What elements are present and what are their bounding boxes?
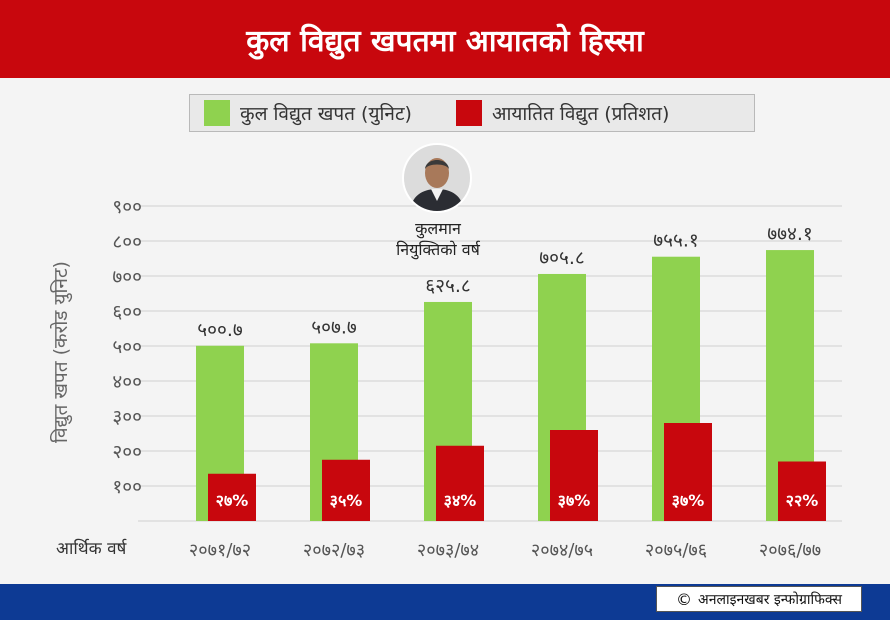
bar-import xyxy=(664,423,712,521)
y-tick-label: ३०० xyxy=(112,406,142,428)
y-axis-title: विद्युत खपत (करोड युनिट) xyxy=(49,261,73,443)
legend-label-consumption: कुल विद्युत खपत (युनिट) xyxy=(240,103,412,125)
bar-import xyxy=(550,430,598,521)
legend-item-consumption: कुल विद्युत खपत (युनिट) xyxy=(204,100,412,126)
bar-import xyxy=(322,459,370,521)
portrait-photo-icon xyxy=(402,143,472,213)
y-tick-label: ६०० xyxy=(112,301,142,323)
y-tick-label: ५०० xyxy=(112,336,142,358)
x-tick-label: २०७४/७५ xyxy=(531,540,593,561)
legend-item-import: आयातित विद्युत (प्रतिशत) xyxy=(455,100,670,126)
x-tick-label: २०७२/७३ xyxy=(303,540,365,561)
y-tick-label: २०० xyxy=(112,441,142,463)
legend-label-import: आयातित विद्युत (प्रतिशत) xyxy=(491,103,670,125)
annotation-line2: नियुक्तिको वर्ष xyxy=(396,240,480,259)
x-tick-label: २०७३/७४ xyxy=(417,540,479,561)
legend-swatch-red xyxy=(455,100,482,126)
data-label-consumption: ७५५.१ xyxy=(653,230,699,252)
data-label-consumption: ५०७.७ xyxy=(311,316,357,338)
bar-import xyxy=(436,445,484,521)
data-label-import: ३७% xyxy=(558,491,591,510)
data-label-consumption: ७७४.१ xyxy=(767,223,813,245)
y-tick-label: ४०० xyxy=(112,371,142,393)
data-label-import: ३७% xyxy=(672,491,705,510)
legend: कुल विद्युत खपत (युनिट) आयातित विद्युत (… xyxy=(189,94,755,132)
bar-import xyxy=(208,473,256,521)
annotation-appointment-year: कुलमान नियुक्तिको वर्ष xyxy=(370,218,506,260)
data-label-import: ३४% xyxy=(444,491,477,510)
y-tick-label: ९०० xyxy=(112,196,142,218)
bar-import xyxy=(778,461,826,521)
data-label-import: ३५% xyxy=(330,491,363,510)
data-label-import: २२% xyxy=(786,491,819,510)
credit-text: अनलाइनखबर इन्फोग्राफिक्स xyxy=(698,591,842,608)
data-label-consumption: ७०५.८ xyxy=(539,247,585,269)
x-tick-label: २०७६/७७ xyxy=(759,540,821,561)
copyright-icon: © xyxy=(676,589,693,609)
annotation-line1: कुलमान xyxy=(415,219,461,238)
x-axis-title: आर्थिक वर्ष xyxy=(56,538,128,559)
data-label-consumption: ५००.७ xyxy=(197,319,243,341)
data-label-consumption: ६२५.८ xyxy=(425,275,471,297)
x-tick-label: २०७१/७२ xyxy=(189,540,251,561)
x-tick-label: २०७५/७६ xyxy=(645,540,707,561)
y-tick-label: ७०० xyxy=(112,266,142,288)
bar-chart: ९०० ८०० ७०० ६०० ५०० ४०० ३०० २०० १०० विद्युत खपत (… xyxy=(49,196,842,561)
y-tick-label: ८०० xyxy=(112,231,142,253)
legend-swatch-green xyxy=(204,100,230,126)
credit-badge: © अनलाइनखबर इन्फोग्राफिक्स xyxy=(656,586,862,612)
data-label-import: २७% xyxy=(216,491,249,510)
y-tick-label: १०० xyxy=(112,476,142,498)
chart-title: कुल विद्युत खपतमा आयातको हिस्सा xyxy=(0,0,890,78)
